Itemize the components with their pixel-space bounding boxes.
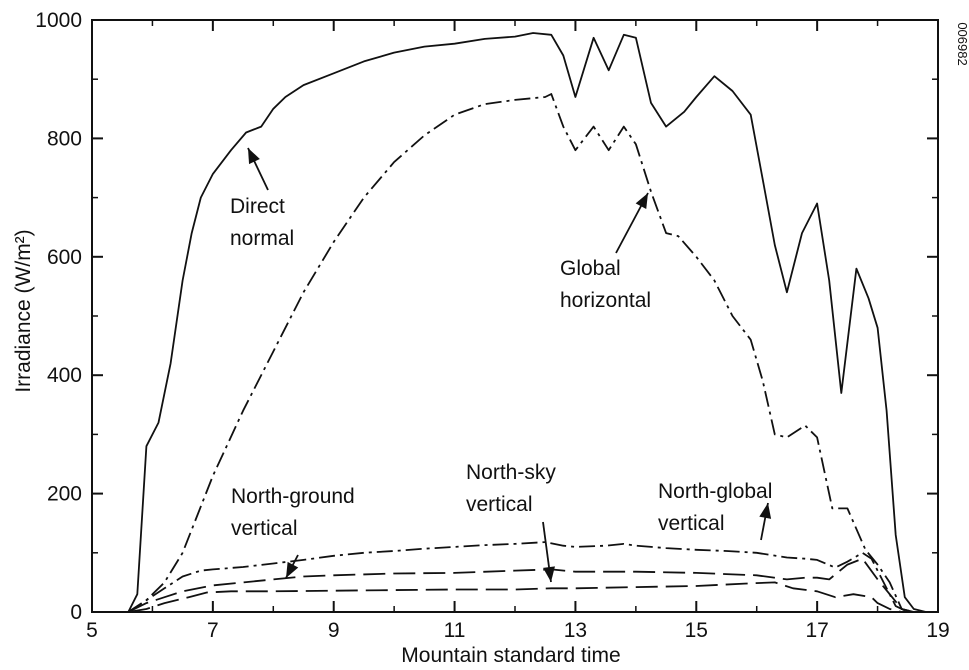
annotation-arrowhead (543, 566, 555, 582)
x-axis-title: Mountain standard time (401, 644, 620, 667)
x-tick-label: 5 (86, 619, 98, 642)
axes: 5 7 9 11 13 15 17 19 0 200 400 600 800 1000 (35, 9, 949, 642)
annotation-label: North-ground (231, 485, 355, 508)
series-line-north-sky-vertical (128, 581, 902, 613)
annotation-arrowhead (635, 193, 648, 210)
y-tick-label: 600 (47, 246, 82, 269)
annotation-label: vertical (466, 493, 533, 516)
annotation-label: Direct (230, 195, 285, 218)
y-tick-label: 1000 (35, 9, 82, 32)
annotation-label: horizontal (560, 289, 651, 312)
y-tick-label: 0 (70, 601, 82, 624)
annotation-label: vertical (231, 517, 298, 540)
series-line-direct-normal (127, 32, 927, 613)
x-tick-label: 13 (564, 619, 587, 642)
annotation-arrowhead (248, 148, 260, 165)
y-axis-title: Irradiance (W/m²) (12, 229, 35, 392)
y-tick-label: 400 (47, 364, 82, 387)
x-tick-label: 7 (207, 619, 219, 642)
annotation-label: vertical (658, 512, 725, 535)
x-tick-label: 17 (805, 619, 828, 642)
y-tick-label: 200 (47, 483, 82, 506)
annotation-arrowhead (286, 561, 299, 578)
series-lines (127, 32, 927, 613)
annotation-label: North-global (658, 480, 772, 503)
annotation-label: normal (230, 227, 294, 250)
x-tick-label: 15 (685, 619, 708, 642)
figure-id: 006982 (955, 22, 969, 65)
y-tick-label: 800 (47, 127, 82, 150)
series-line-north-global-vertical (127, 541, 909, 613)
annotation-label: North-sky (466, 461, 556, 484)
x-tick-label: 9 (328, 619, 340, 642)
annotation-arrowhead (759, 503, 772, 519)
series-line-north-ground-vertical (127, 557, 915, 613)
annotations: Direct normal Global horizontal North-global… (230, 147, 772, 583)
x-tick-label: 11 (444, 619, 466, 642)
plot-frame (91, 19, 939, 613)
series-line-global-horizontal (127, 93, 915, 613)
annotation-label: Global (560, 257, 621, 280)
x-tick-label: 19 (926, 619, 949, 642)
